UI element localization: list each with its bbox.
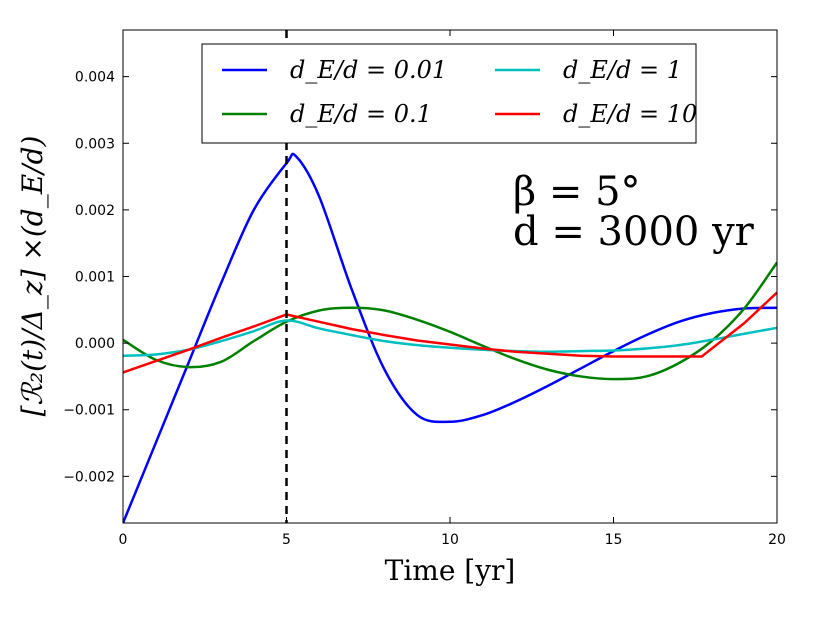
series-group [123,152,777,523]
y-tick-label: 0.003 [75,136,115,152]
x-tick-label: 20 [768,532,786,548]
y-axis-ticks: −0.002 −0.001 0.000 0.001 0.002 0.003 0.004 [63,70,777,485]
legend-label-4: d_E/d = 10 [563,100,697,128]
x-axis-label: Time [yr] [385,554,516,587]
x-axis-ticks: 0 5 10 15 20 [119,30,786,548]
x-tick-label: 10 [441,532,459,548]
y-tick-label: −0.001 [63,403,115,419]
legend-label-3: d_E/d = 1 [563,56,682,84]
legend-box [201,43,697,144]
annotations: β = 5°d = 3000 yr [513,169,755,255]
annotation-text: β = 5° [513,169,641,215]
legend: d_E/d = 0.01 d_E/d = 0.1 d_E/d = 1 d_E/d = … [201,43,697,144]
x-tick-label: 15 [605,532,623,548]
annotation-text: d = 3000 yr [513,209,755,255]
series-line-2 [123,261,777,381]
series-line-4 [123,291,777,374]
y-tick-label: 0.002 [75,203,115,219]
x-tick-label: 5 [282,532,291,548]
y-tick-label: 0.004 [75,70,115,86]
x-tick-label: 0 [119,532,128,548]
y-axis-label: [ℛ₂(t)/Δ_z] ×(d_E/d) [16,136,49,417]
series-line-3 [123,319,777,358]
legend-label-2: d_E/d = 0.1 [290,100,432,128]
y-tick-label: −0.002 [63,469,115,485]
series-line-1 [123,152,777,523]
legend-label-1: d_E/d = 0.01 [290,56,447,84]
y-tick-label: 0.001 [75,270,115,286]
y-tick-label: 0.000 [75,336,115,352]
